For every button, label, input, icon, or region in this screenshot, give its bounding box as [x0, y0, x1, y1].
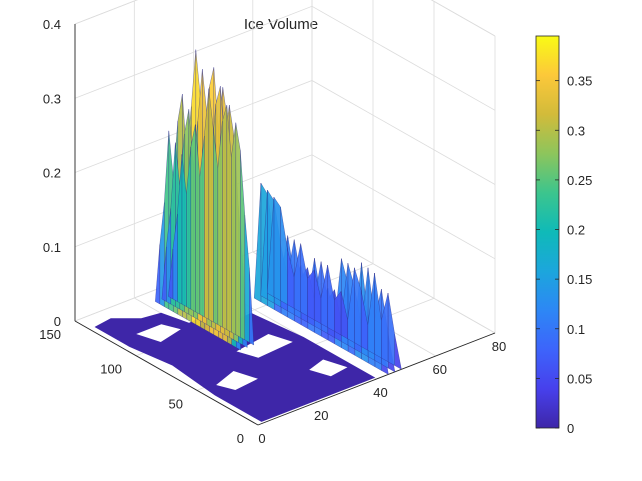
y-axis-line — [74, 320, 259, 426]
ridge-segment — [327, 264, 335, 332]
ridge-segment — [280, 207, 288, 305]
z-tick-label: 0.2 — [43, 166, 61, 181]
ridge-segment — [240, 150, 245, 341]
zero-ice-floor-patch — [94, 312, 376, 422]
ridge-segment — [231, 122, 236, 335]
ridge-segment — [394, 334, 402, 370]
ridge-segment — [300, 243, 308, 317]
x-tick-label: 40 — [373, 385, 387, 400]
chart-title: Ice Volume — [244, 16, 318, 33]
y-tick-label: 100 — [100, 362, 122, 377]
ice-free-gap — [236, 334, 293, 358]
ridge-segment — [273, 196, 281, 301]
colorbar: 0 0.05 0.1 0.15 0.2 0.25 0.3 0.35 — [535, 35, 592, 436]
colorbar-tick-label: 0 — [567, 421, 574, 436]
ridge-segment — [260, 190, 268, 300]
ridge-segment — [161, 246, 167, 302]
ridge-segment — [374, 272, 382, 359]
axis-lines — [74, 24, 496, 426]
x-tick-label: 20 — [314, 408, 328, 423]
ridge-segment — [222, 105, 227, 330]
colorbar-tick-label: 0.35 — [567, 74, 592, 89]
z-tick-label: 0.4 — [43, 17, 61, 32]
ridge-segment — [190, 124, 196, 312]
colorbar-tick-label: 0.1 — [567, 322, 585, 337]
z-tick-label: 0.3 — [43, 91, 61, 106]
ridge-segment — [208, 88, 214, 323]
y-tick-label: 0 — [237, 431, 244, 446]
ridge-segment — [244, 215, 250, 343]
colorbar-ticks: 0 0.05 0.1 0.15 0.2 0.25 0.3 0.35 — [536, 74, 592, 436]
z-tick-label: 0 — [54, 314, 61, 329]
ridge-segment — [249, 267, 254, 346]
ice-free-gap — [216, 370, 258, 391]
z-tick-label: 0.1 — [43, 240, 61, 255]
ridge-segment — [307, 269, 315, 321]
x-tick-label: 60 — [433, 362, 447, 377]
colorbar-tick-label: 0.25 — [567, 173, 592, 188]
box-top-edge — [74, 0, 496, 37]
y-tick-label: 150 — [39, 327, 61, 342]
colorbar-tick-label: 0.2 — [567, 223, 585, 238]
ridge-segment — [387, 293, 395, 366]
ridge-segment — [168, 249, 174, 300]
colorbar-tick-label: 0.3 — [567, 123, 585, 138]
x-axis-line — [257, 332, 496, 426]
grid-line-z — [74, 80, 496, 185]
colorbar-tick-label: 0.05 — [567, 371, 592, 386]
ridge-segment — [235, 122, 241, 338]
ridge-segment — [155, 244, 160, 305]
ice-surface — [94, 49, 402, 422]
x-tick-label: 80 — [492, 339, 506, 354]
ridge-segment — [254, 183, 262, 303]
grid-lines — [74, 0, 496, 426]
colorbar-gradient — [535, 35, 560, 429]
ice-free-gap — [309, 359, 348, 377]
y-tick-label: 50 — [169, 396, 183, 411]
x-tick-label: 0 — [258, 431, 265, 446]
colorbar-tick-label: 0.15 — [567, 272, 592, 287]
ridge-segment — [267, 197, 275, 298]
ice-free-gap — [136, 324, 181, 342]
